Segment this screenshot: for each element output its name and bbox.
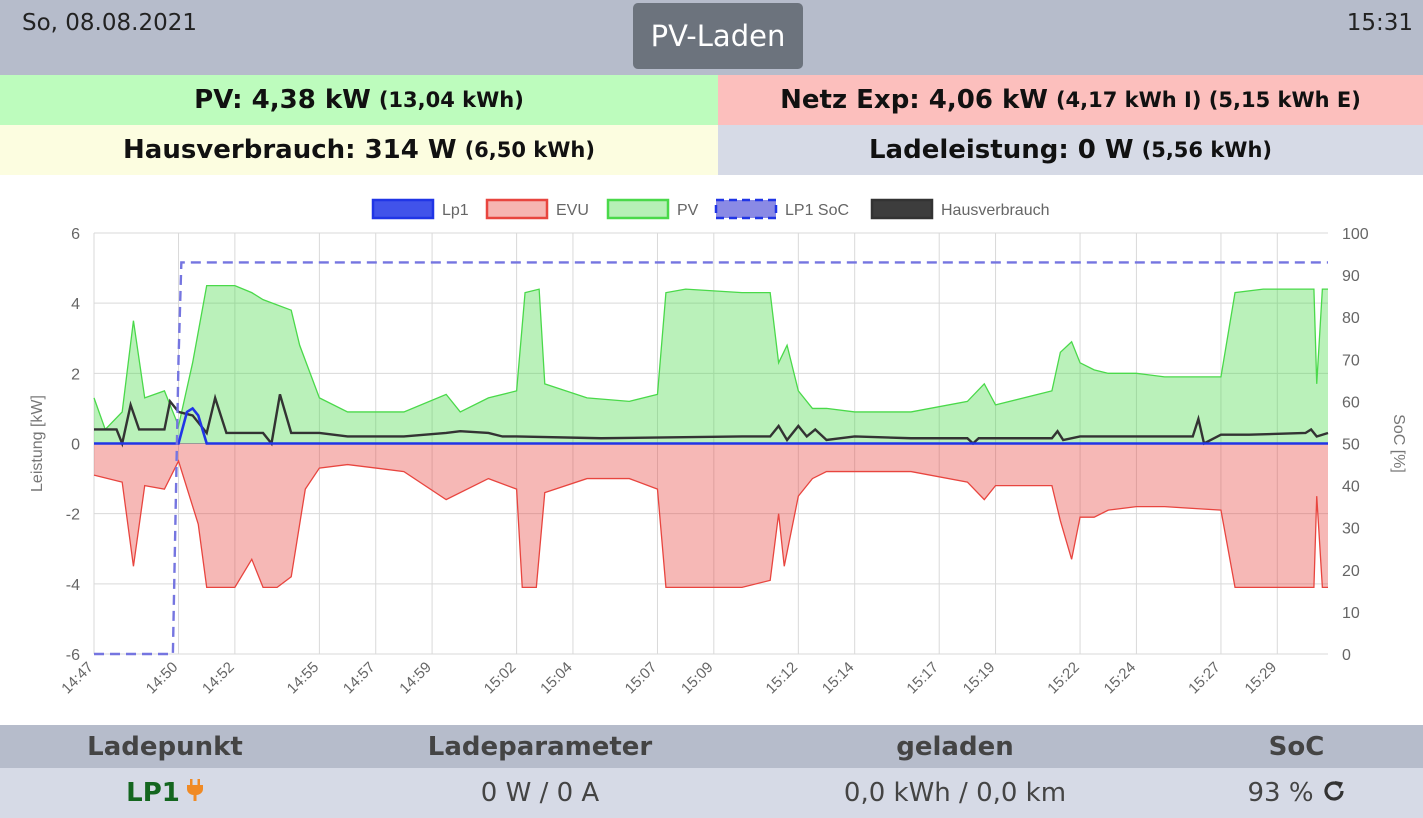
charge-parameters: 0 W / 0 A <box>480 778 600 808</box>
legend-label: Lp1 <box>442 202 469 219</box>
grid-export-tile: Netz Exp: 4,06 kW (4,17 kWh I) (5,15 kWh… <box>718 75 1423 125</box>
x-tick-label: 15:14 <box>819 659 858 698</box>
x-tick-label: 15:19 <box>960 659 999 698</box>
y2-tick-label: 10 <box>1342 605 1360 622</box>
x-tick-label: 14:57 <box>340 659 379 698</box>
legend-label: EVU <box>556 202 589 219</box>
charging-power-label: Ladeleistung: 0 W <box>868 135 1134 165</box>
pv-energy-detail: (13,04 kWh) <box>378 88 524 112</box>
plug-icon <box>186 779 204 807</box>
y2-tick-label: 100 <box>1342 226 1369 243</box>
legend-item[interactable]: PV <box>606 198 699 220</box>
y2-tick-label: 30 <box>1342 521 1360 538</box>
x-tick-label: 15:09 <box>678 659 717 698</box>
header-ladeparameter: Ladeparameter <box>427 731 653 762</box>
charged-amount: 0,0 kWh / 0,0 km <box>843 778 1067 808</box>
y-tick-label: 2 <box>71 366 80 383</box>
table-row[interactable]: LP1 0 W / 0 A 0,0 kWh / 0,0 km 93 % <box>0 768 1423 818</box>
charging-power-tile: Ladeleistung: 0 W (5,56 kWh) <box>718 125 1423 175</box>
x-tick-label: 15:17 <box>903 659 942 698</box>
legend-item[interactable]: Hausverbrauch <box>870 198 1050 220</box>
y-tick-label: 6 <box>71 226 80 243</box>
y-axis-label: Leistung [kW] <box>29 395 46 492</box>
header-soc: SoC <box>1268 731 1325 762</box>
y-tick-label: 0 <box>71 437 80 454</box>
legend-item[interactable]: Lp1 <box>371 198 469 220</box>
house-energy-detail: (6,50 kWh) <box>464 138 595 162</box>
y2-tick-label: 70 <box>1342 352 1360 369</box>
x-tick-label: 14:55 <box>284 659 323 698</box>
grid-energy-detail: (4,17 kWh I) (5,15 kWh E) <box>1055 88 1361 112</box>
header-bar: So, 08.08.2021 PV-Laden 15:31 <box>0 0 1423 75</box>
x-tick-label: 14:59 <box>396 659 435 698</box>
pv-power-tile: PV: 4,38 kW (13,04 kWh) <box>0 75 718 125</box>
y2-tick-label: 80 <box>1342 310 1360 327</box>
grid-export-label: Netz Exp: 4,06 kW <box>780 85 1048 115</box>
y2-axis-label: SoC [%] <box>1390 414 1407 473</box>
legend-item[interactable]: LP1 SoC <box>714 198 849 220</box>
legend-label: LP1 SoC <box>785 202 849 219</box>
legend-label: PV <box>677 202 699 219</box>
x-tick-label: 15:02 <box>481 659 520 698</box>
charge-point-name[interactable]: LP1 <box>126 778 180 808</box>
y2-tick-label: 0 <box>1342 647 1351 664</box>
y-tick-label: 4 <box>71 296 80 313</box>
time-display: 15:31 <box>1346 10 1413 36</box>
legend-swatch <box>371 198 435 220</box>
y-tick-label: -4 <box>66 577 80 594</box>
y2-tick-label: 60 <box>1342 394 1360 411</box>
house-consumption-label: Hausverbrauch: 314 W <box>123 135 457 165</box>
x-tick-label: 14:52 <box>199 659 238 698</box>
lp1-series-line <box>94 406 1328 445</box>
legend-item[interactable]: EVU <box>485 198 589 220</box>
y-tick-label: -6 <box>66 647 80 664</box>
legend-swatch <box>870 198 934 220</box>
x-tick-label: 15:27 <box>1185 659 1224 698</box>
y2-tick-label: 20 <box>1342 563 1360 580</box>
x-tick-label: 15:12 <box>763 659 802 698</box>
refresh-icon[interactable] <box>1322 777 1346 810</box>
charge-mode-button[interactable]: PV-Laden <box>633 3 803 69</box>
charge-point-table-header: Ladepunkt Ladeparameter geladen SoC <box>0 725 1423 768</box>
x-tick-label: 14:50 <box>143 659 182 698</box>
legend-label: Hausverbrauch <box>941 202 1050 219</box>
x-tick-label: 15:24 <box>1101 659 1140 698</box>
header-geladen: geladen <box>896 731 1014 762</box>
x-tick-label: 15:07 <box>622 659 661 698</box>
y2-tick-label: 50 <box>1342 437 1360 454</box>
x-tick-label: 15:04 <box>537 659 576 698</box>
y2-tick-label: 90 <box>1342 268 1360 285</box>
pv-power-label: PV: 4,38 kW <box>194 85 371 115</box>
x-tick-label: 14:47 <box>58 659 97 698</box>
charging-energy-detail: (5,56 kWh) <box>1141 138 1273 162</box>
date-display: So, 08.08.2021 <box>22 10 197 36</box>
lp1-soc-series-line <box>94 261 1328 656</box>
legend-swatch <box>714 198 778 220</box>
legend-swatch <box>485 198 549 220</box>
soc-value: 93 % <box>1247 778 1314 808</box>
legend-swatch <box>606 198 670 220</box>
house-consumption-tile: Hausverbrauch: 314 W (6,50 kWh) <box>0 125 718 175</box>
soc-cell: 93 % <box>1170 768 1423 818</box>
pv-series-line <box>93 284 1328 431</box>
y2-tick-label: 40 <box>1342 479 1360 496</box>
hausverbrauch-series-line <box>94 393 1329 448</box>
y-tick-label: -2 <box>66 507 80 524</box>
pv-series-area <box>94 285 1328 444</box>
x-tick-label: 15:22 <box>1044 659 1083 698</box>
charge-point-cell: LP1 <box>0 768 330 818</box>
evu-series-line <box>93 459 1328 588</box>
x-tick-label: 15:29 <box>1242 659 1281 698</box>
header-ladepunkt: Ladepunkt <box>87 731 243 762</box>
evu-series-area <box>94 443 1328 588</box>
